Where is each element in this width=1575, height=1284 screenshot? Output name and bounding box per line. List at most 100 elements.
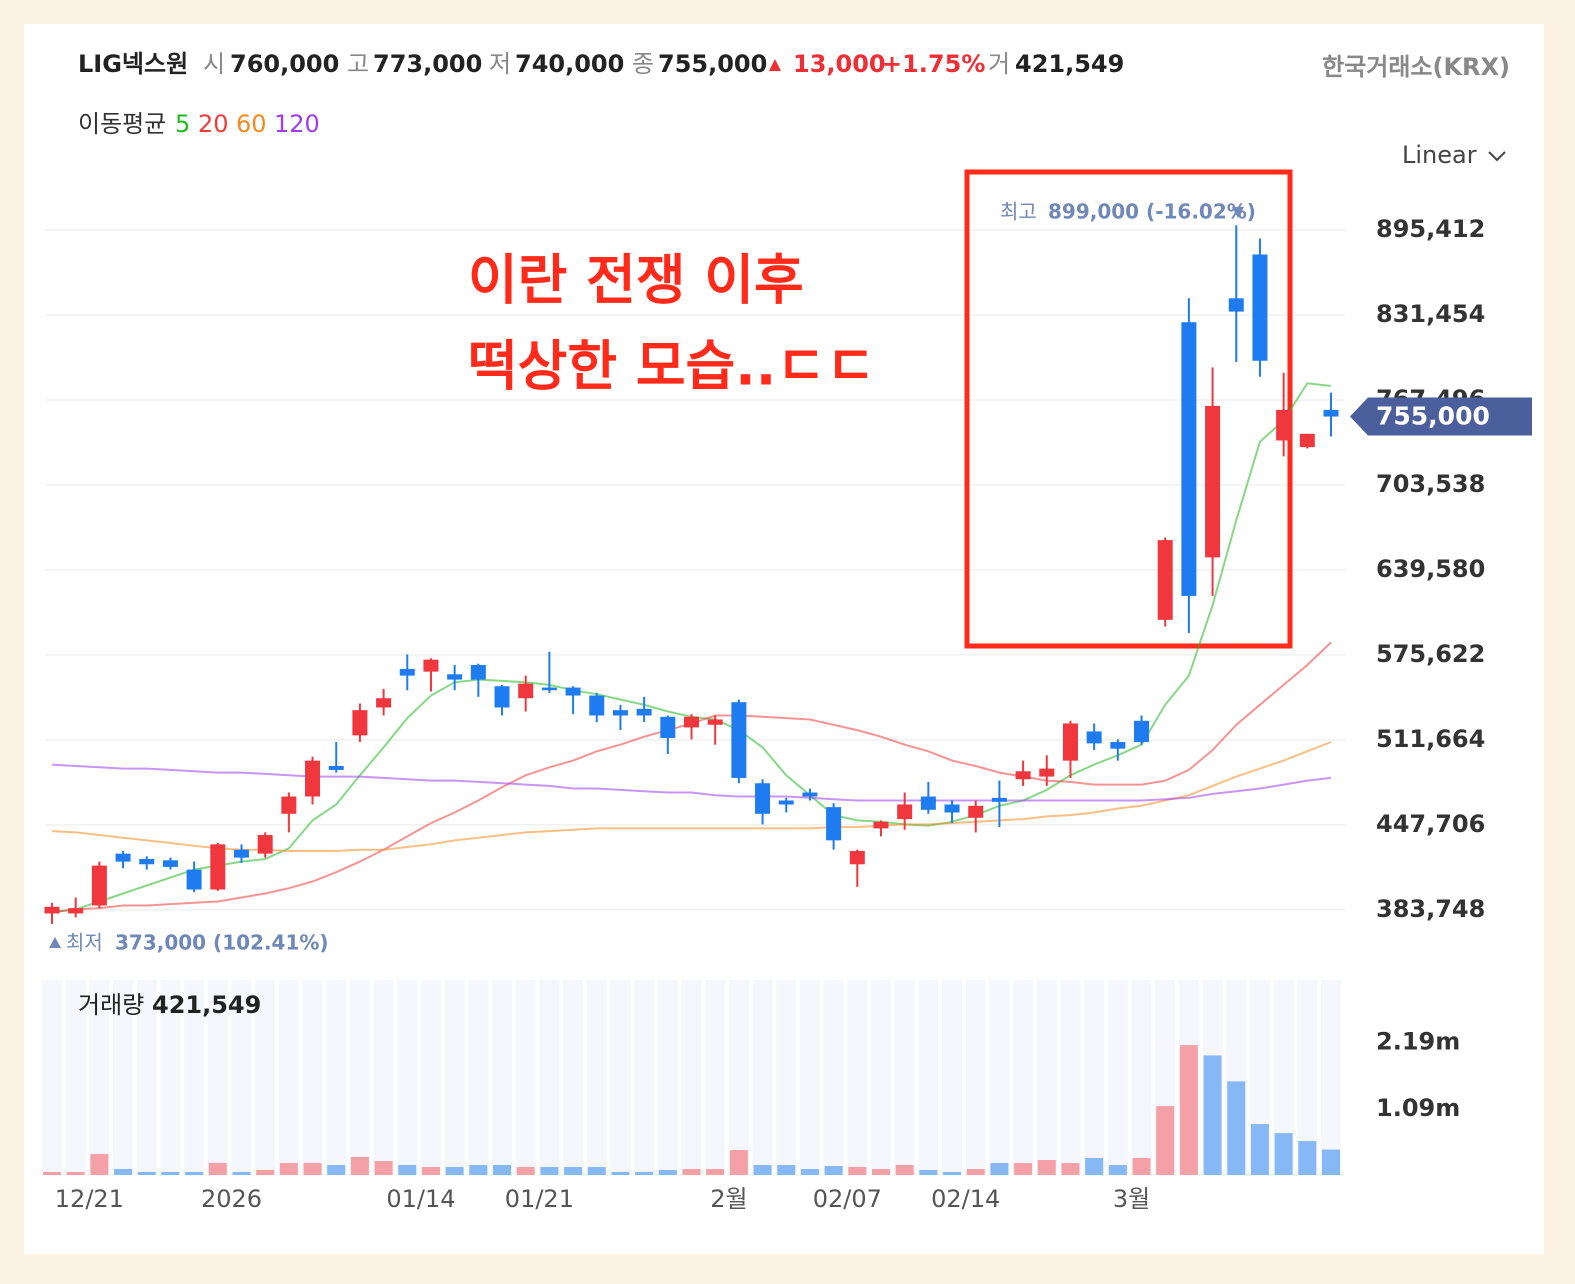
candle-body <box>684 716 699 728</box>
volume-bar <box>161 1171 180 1175</box>
high-label: 고 <box>347 50 369 78</box>
candle-body <box>565 687 581 696</box>
min-marker-arrow <box>49 937 61 948</box>
candle-body <box>707 719 723 725</box>
column-bg <box>1060 980 1081 1175</box>
column-bg <box>207 980 228 1175</box>
candle-body <box>802 792 818 797</box>
candle-body <box>1228 298 1244 312</box>
column-bg <box>918 980 939 1175</box>
column-bg <box>373 980 394 1175</box>
candle-body <box>210 844 226 890</box>
column-bg <box>515 980 536 1175</box>
y-tick-label: 639,580 <box>1376 555 1485 583</box>
volume-bar <box>493 1165 512 1175</box>
y-tick-label: 447,706 <box>1376 810 1485 838</box>
candle-body <box>1181 322 1197 596</box>
candle-body <box>897 804 913 820</box>
y-tick-label: 383,748 <box>1376 895 1485 923</box>
column-bg <box>965 980 986 1175</box>
column-bg <box>113 980 134 1175</box>
column-bg <box>1084 980 1105 1175</box>
volume-bar <box>1298 1141 1317 1175</box>
volume-bar <box>398 1165 417 1175</box>
volume-bar <box>706 1169 725 1175</box>
volume-bar <box>635 1171 654 1175</box>
ma-title: 이동평균 <box>78 110 166 138</box>
candle-body <box>1110 742 1126 749</box>
candle-body <box>636 708 652 716</box>
column-bg <box>1013 980 1034 1175</box>
volume-bar <box>564 1167 583 1175</box>
column-bg <box>136 980 157 1175</box>
volume-bar <box>990 1163 1009 1175</box>
column-bg <box>942 980 963 1175</box>
y-tick-label: 511,664 <box>1376 725 1485 753</box>
column-bg <box>160 980 181 1175</box>
volume-bar <box>1156 1106 1175 1175</box>
candle-body <box>470 664 486 680</box>
max-marker-arrow <box>1232 207 1244 218</box>
max-marker-label: 최고 <box>1000 200 1037 224</box>
column-bg <box>89 980 110 1175</box>
volume-bar <box>374 1161 393 1175</box>
volume-bar <box>256 1169 275 1175</box>
candle-body <box>1086 731 1102 744</box>
candle-body <box>920 796 936 810</box>
column-bg <box>989 980 1010 1175</box>
candle-body <box>541 687 557 691</box>
candle-body <box>1276 409 1292 441</box>
column-bg <box>1273 980 1294 1175</box>
column-bg <box>894 980 915 1175</box>
annotation-line-1: 이란 전쟁 이후 <box>468 249 804 312</box>
last-price-label: 755,000 <box>1376 402 1490 431</box>
candle-body <box>660 716 676 739</box>
volume-bar <box>137 1171 156 1175</box>
volume-bar <box>1037 1160 1056 1175</box>
candle-body <box>755 783 771 814</box>
column-bg <box>492 980 513 1175</box>
scale-mode[interactable]: Linear <box>1402 141 1477 169</box>
column-bg <box>1036 980 1057 1175</box>
volume-bar <box>587 1167 606 1175</box>
column-bg <box>278 980 299 1175</box>
y-tick-label: 831,454 <box>1376 300 1485 328</box>
candle-body <box>849 850 865 865</box>
candle-body <box>968 805 984 818</box>
volume-bar <box>516 1167 535 1175</box>
column-bg <box>255 980 276 1175</box>
x-tick-label: 02/14 <box>931 1185 1000 1213</box>
volume-bar <box>611 1171 630 1175</box>
open-label: 시 <box>203 50 225 78</box>
scale-chevron[interactable] <box>1488 151 1506 162</box>
column-bg <box>468 980 489 1175</box>
volume-bar <box>350 1157 369 1175</box>
volume-bar <box>1250 1124 1269 1175</box>
candle-body <box>731 702 747 778</box>
volume-bar <box>1274 1133 1293 1175</box>
column-bg <box>705 980 726 1175</box>
annotation-line-2: 떡상한 모습..ㄷㄷ <box>468 335 876 398</box>
close-value: 755,000 <box>658 50 767 78</box>
volume-bar <box>232 1171 251 1175</box>
volume-bar <box>1203 1055 1222 1175</box>
stock-name: LIG넥스원 <box>78 50 188 78</box>
column-bg <box>65 980 86 1175</box>
volume-bar <box>1085 1158 1104 1175</box>
plot-base <box>42 229 1345 1175</box>
column-bg <box>752 980 773 1175</box>
column-bg <box>1321 980 1341 1175</box>
volume-bar <box>919 1169 938 1175</box>
volume-bar <box>800 1169 819 1175</box>
candle-body <box>1205 405 1221 558</box>
column-bg <box>349 980 370 1175</box>
volume-bar <box>303 1163 322 1175</box>
column-bg <box>610 980 631 1175</box>
candle-body <box>328 765 344 770</box>
candle-body <box>1015 771 1031 780</box>
x-tick-label: 2026 <box>201 1185 262 1213</box>
legend-entry: 60 <box>236 110 267 138</box>
volume-value: 421,549 <box>1015 50 1124 78</box>
volume-bar <box>90 1154 109 1175</box>
column-bg <box>420 980 441 1175</box>
